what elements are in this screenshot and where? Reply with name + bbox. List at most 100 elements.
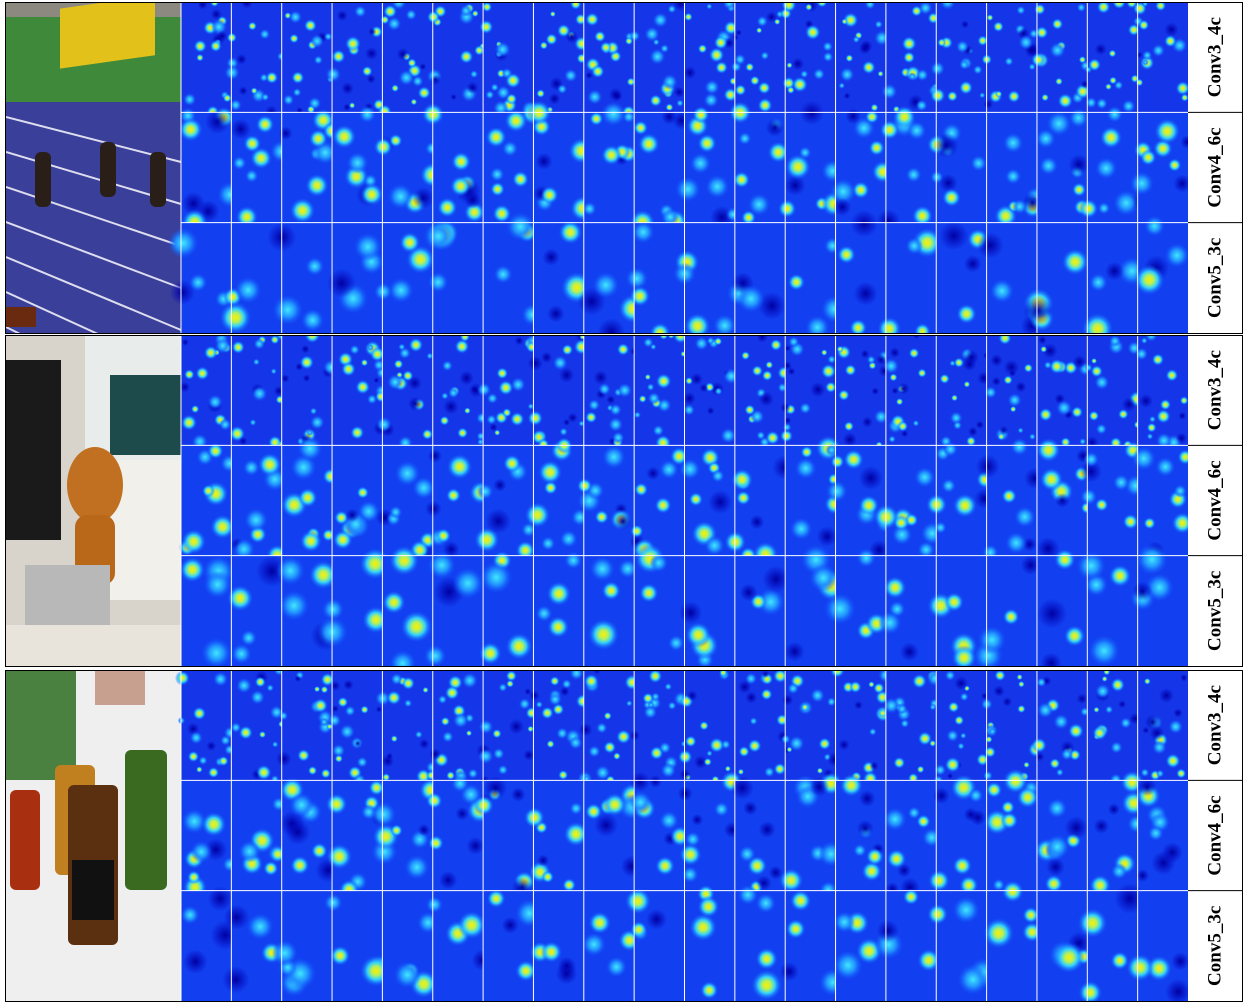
activation (485, 90, 495, 100)
activation (724, 765, 731, 772)
activation (595, 765, 611, 781)
activation (438, 694, 448, 704)
activation (647, 701, 655, 709)
activation (706, 3, 713, 10)
activation (412, 75, 424, 87)
activation (1127, 23, 1140, 36)
activation (730, 61, 742, 73)
activation (207, 443, 224, 459)
activation (782, 423, 792, 432)
activation (584, 673, 599, 689)
activation (236, 677, 252, 694)
activation (893, 756, 906, 769)
activation (813, 68, 825, 80)
activation (601, 144, 622, 166)
activation (758, 391, 774, 407)
activation (649, 322, 671, 333)
activation (983, 918, 1014, 949)
activation (840, 773, 863, 797)
activation (947, 701, 960, 713)
activation (638, 133, 660, 155)
activation (289, 792, 314, 818)
activation (912, 673, 927, 689)
activation (626, 700, 633, 707)
activation (949, 360, 956, 367)
activation (455, 806, 469, 821)
activation (749, 75, 760, 86)
activation (1003, 375, 1013, 385)
activation (714, 801, 729, 817)
activation (540, 941, 562, 963)
activation (523, 749, 535, 761)
activation (784, 641, 805, 662)
activation (941, 478, 956, 493)
activation (1165, 368, 1179, 382)
activation (275, 556, 305, 586)
activation (951, 645, 977, 666)
activation (271, 741, 279, 748)
panel: Conv3_4c Conv4_6c Conv5_3c (5, 2, 1243, 334)
activation (883, 697, 900, 714)
activation (905, 237, 923, 255)
activation (973, 65, 983, 75)
activation (535, 700, 543, 709)
activation (510, 787, 526, 802)
activation (738, 132, 752, 145)
activation (713, 35, 728, 50)
activation (903, 51, 915, 64)
activation (678, 749, 693, 764)
activation (1016, 786, 1039, 809)
activation (427, 10, 440, 24)
activation (853, 281, 878, 306)
activation (207, 394, 223, 410)
activation (758, 820, 776, 839)
activation (1164, 243, 1188, 268)
activation (396, 47, 410, 61)
activation (908, 72, 917, 81)
activation (907, 806, 921, 820)
activation (1177, 449, 1188, 465)
activation (305, 257, 325, 276)
activation (280, 374, 290, 383)
activation (870, 103, 879, 112)
activation (907, 121, 927, 140)
activation (1018, 680, 1025, 688)
activation (1055, 77, 1063, 86)
activation (881, 83, 898, 100)
activation (937, 38, 947, 47)
activation (569, 801, 583, 815)
activation (1143, 677, 1151, 685)
activation (436, 528, 451, 544)
activation (222, 93, 232, 103)
activation (527, 355, 544, 372)
activation (492, 204, 512, 223)
activation (1164, 978, 1188, 1001)
activation (1093, 818, 1110, 834)
activation (289, 197, 316, 224)
activation (602, 445, 626, 469)
activation (310, 415, 325, 430)
activation (1118, 409, 1129, 420)
activation (1091, 357, 1098, 364)
activation (1084, 363, 1093, 372)
activation (711, 469, 725, 483)
activation (629, 791, 652, 814)
activation (745, 691, 758, 704)
activation (471, 10, 479, 18)
activation (862, 60, 876, 75)
activation (1029, 433, 1036, 441)
activation (224, 65, 240, 81)
activation (953, 493, 977, 518)
activation (191, 404, 200, 414)
plant (6, 670, 76, 780)
activation (258, 731, 267, 739)
activation (986, 781, 1003, 798)
activation (1001, 880, 1024, 903)
activation (589, 111, 604, 126)
activation (563, 821, 589, 847)
panel-content (6, 2, 1188, 333)
activation (350, 425, 365, 440)
activation (182, 949, 208, 975)
activation (594, 509, 609, 525)
